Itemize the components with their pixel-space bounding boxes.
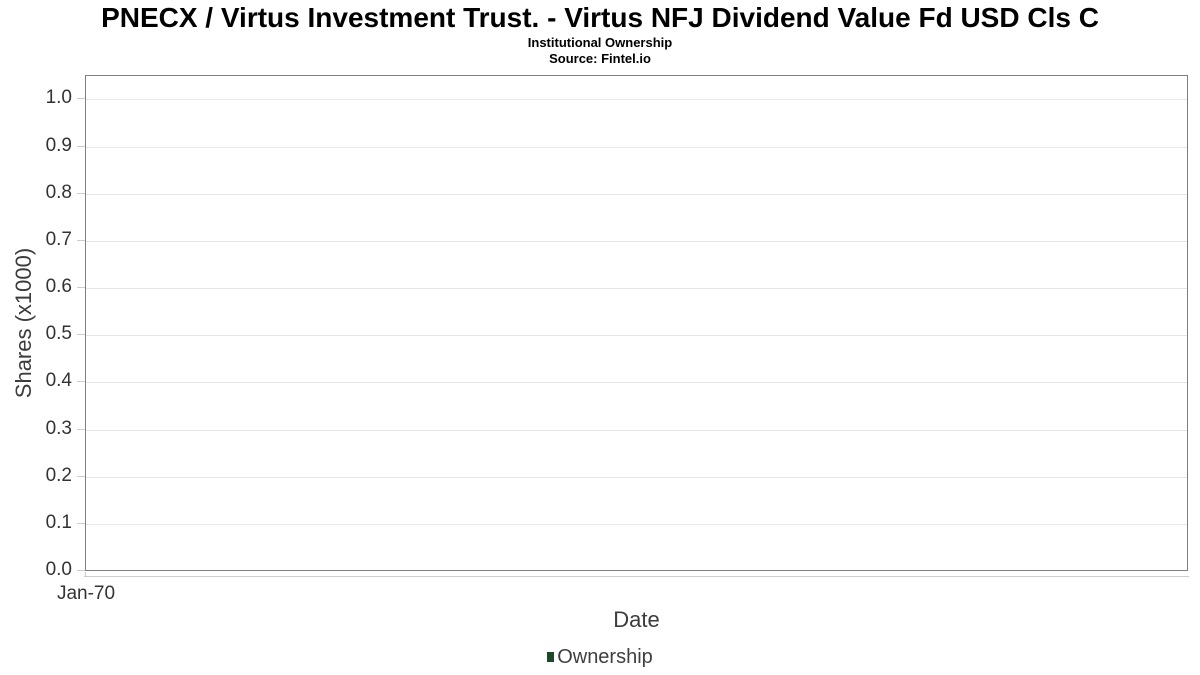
y-axis-tick bbox=[77, 381, 85, 383]
y-axis-tick bbox=[77, 145, 85, 147]
y-tick-label: 0.0 bbox=[45, 559, 72, 580]
legend-label-ownership: Ownership bbox=[557, 645, 653, 668]
y-axis-tick bbox=[77, 239, 85, 241]
y-tick-label: 1.0 bbox=[45, 87, 72, 109]
y-tick-label: 0.3 bbox=[45, 417, 72, 439]
y-tick-label: 0.2 bbox=[45, 464, 72, 486]
x-tick-label: Jan-70 bbox=[56, 583, 116, 604]
plot-area bbox=[85, 75, 1188, 571]
y-axis-tick bbox=[77, 334, 85, 336]
legend: Ownership bbox=[0, 645, 1200, 669]
y-axis-tick bbox=[77, 192, 85, 194]
legend-marker-ownership bbox=[547, 652, 555, 662]
y-tick-label: 0.7 bbox=[45, 228, 72, 250]
chart-title: PNECX / Virtus Investment Trust. - Virtu… bbox=[101, 2, 1099, 33]
y-gridline bbox=[86, 99, 1187, 101]
y-gridline bbox=[86, 240, 1187, 242]
y-gridline bbox=[86, 288, 1187, 290]
y-tick-label: 0.8 bbox=[45, 181, 72, 203]
x-axis-line bbox=[84, 576, 1189, 577]
y-gridline bbox=[86, 193, 1187, 195]
y-axis-tick bbox=[77, 475, 85, 477]
y-axis-tick bbox=[77, 522, 85, 524]
y-axis-tick bbox=[77, 98, 85, 100]
y-axis-tick bbox=[77, 428, 85, 430]
y-gridline bbox=[86, 335, 1187, 337]
y-tick-label: 0.9 bbox=[45, 134, 72, 156]
y-tick-label: 0.1 bbox=[45, 511, 72, 533]
y-axis-tick bbox=[77, 570, 85, 571]
x-axis-title: Date bbox=[613, 607, 660, 632]
y-gridline bbox=[86, 523, 1187, 525]
y-gridline bbox=[86, 429, 1187, 431]
x-axis-tick bbox=[85, 572, 86, 577]
y-gridline bbox=[86, 382, 1187, 384]
y-tick-label: 0.5 bbox=[45, 323, 72, 345]
y-tick-label: 0.6 bbox=[45, 276, 72, 298]
y-gridline bbox=[86, 476, 1187, 478]
y-gridline bbox=[86, 146, 1187, 148]
y-tick-label: 0.4 bbox=[45, 370, 72, 392]
chart-subtitle: Institutional Ownership bbox=[527, 35, 673, 50]
chart-source-label: Source: Fintel.io bbox=[549, 51, 651, 66]
y-axis-tick bbox=[77, 287, 85, 289]
